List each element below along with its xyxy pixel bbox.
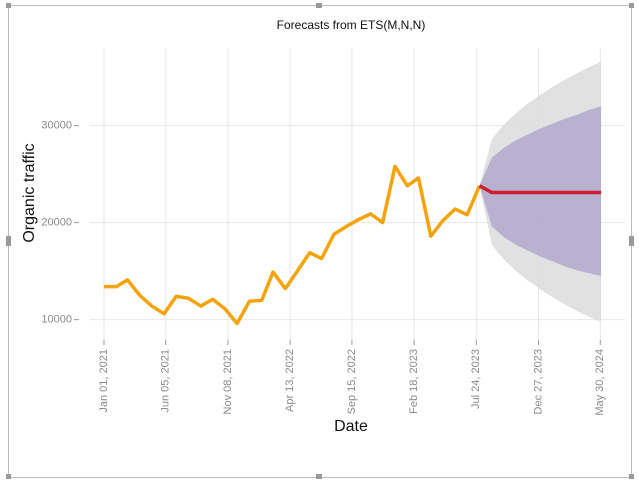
x-tick-label: Jun 05, 2021 (160, 349, 172, 413)
x-axis-label: Date (334, 418, 368, 435)
x-tick-label: Feb 18, 2023 (408, 349, 420, 414)
x-tick-label: Dec 27, 2023 (532, 349, 544, 414)
x-tick-label: Nov 08, 2021 (222, 349, 234, 414)
x-tick-label: Jul 24, 2023 (470, 349, 482, 409)
y-axis-label: Organic traffic (21, 143, 38, 242)
y-tick-label: 30000 (41, 120, 72, 132)
x-tick-label: Jan 01, 2021 (98, 349, 110, 413)
y-tick-label: 20000 (41, 217, 72, 229)
resize-handles[interactable] (6, 3, 634, 479)
series-line (103, 164, 482, 326)
chart-title: Forecasts from ETS(M,N,N) (277, 18, 426, 32)
x-tick-label: Sep 15, 2022 (346, 349, 358, 414)
forecast-line (478, 184, 602, 195)
x-tick-label: May 30, 2024 (594, 349, 606, 416)
y-tick-label: 10000 (41, 314, 72, 326)
x-tick-label: Apr 13, 2022 (284, 349, 296, 412)
